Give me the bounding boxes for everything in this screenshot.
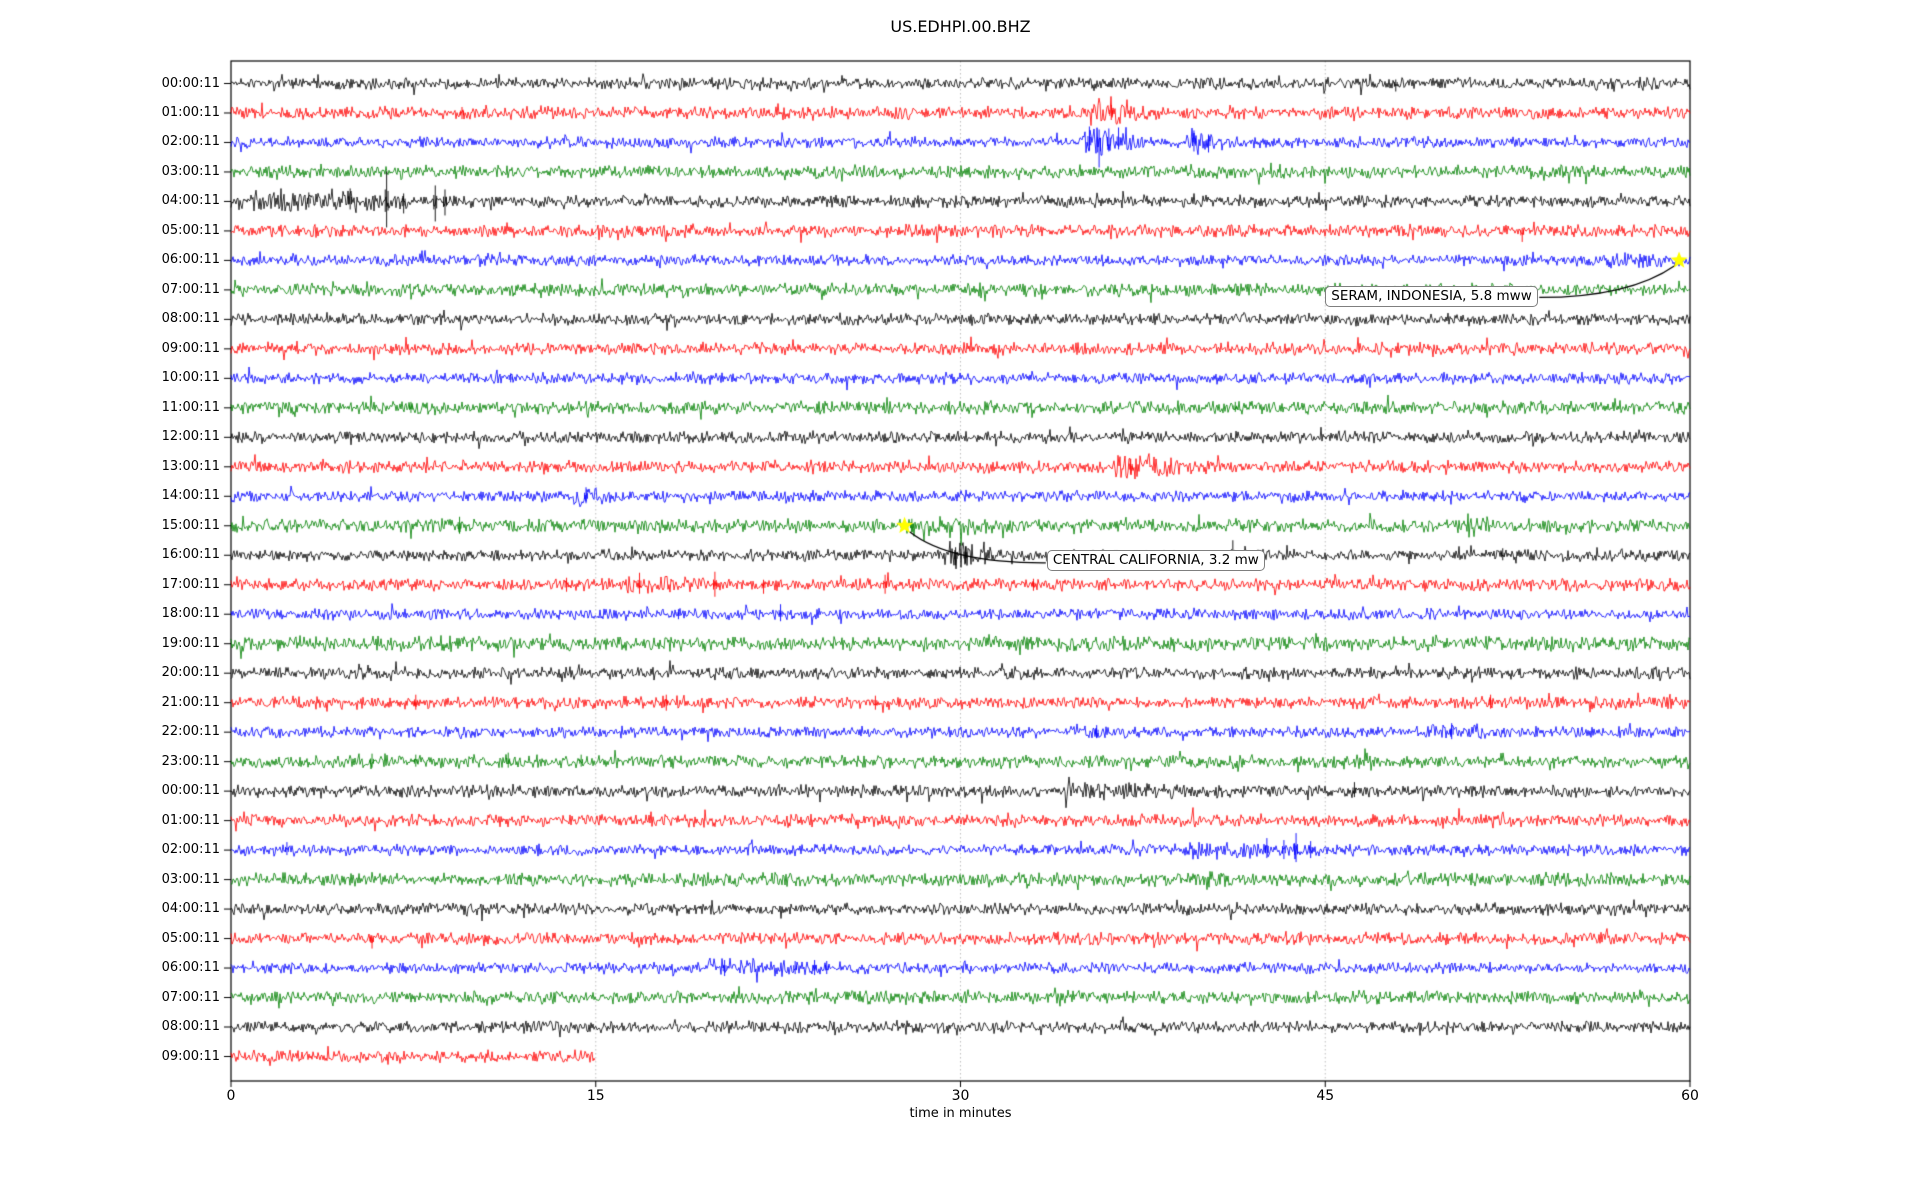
trace-row-label: 20:00:11 — [161, 665, 220, 681]
x-tick-label: 0 — [226, 1088, 236, 1104]
event-annotation: SERAM, INDONESIA, 5.8 mww — [1325, 285, 1538, 307]
trace-row-label: 08:00:11 — [161, 311, 220, 327]
trace-row-label: 08:00:11 — [161, 1019, 220, 1034]
trace-row-label: 19:00:11 — [161, 635, 220, 651]
trace-row-label: 22:00:11 — [161, 724, 220, 740]
trace-row-label: 14:00:11 — [161, 488, 220, 504]
trace-row-label: 15:00:11 — [161, 517, 220, 533]
trace-row-label: 00:00:11 — [161, 75, 220, 91]
trace-row-label: 07:00:11 — [161, 989, 220, 1005]
trace-row-label: 04:00:11 — [161, 193, 220, 209]
trace-row-label: 02:00:11 — [161, 842, 220, 858]
trace-row-label: 16:00:11 — [161, 547, 220, 563]
trace-row-label: 09:00:11 — [161, 340, 220, 356]
trace-row-label: 21:00:11 — [161, 694, 220, 710]
x-tick-label: 15 — [586, 1088, 605, 1104]
x-axis-label: time in minutes — [909, 1106, 1012, 1121]
trace-row-label: 10:00:11 — [161, 370, 220, 386]
x-tick-label: 30 — [951, 1088, 970, 1104]
trace-row-label: 04:00:11 — [161, 901, 220, 917]
event-annotation: CENTRAL CALIFORNIA, 3.2 mw — [1046, 550, 1265, 572]
trace-row-label: 00:00:11 — [161, 783, 220, 799]
page-title: US.EDHPI.00.BHZ — [890, 17, 1031, 36]
trace-row-label: 17:00:11 — [161, 576, 220, 592]
trace-row-label: 01:00:11 — [161, 812, 220, 828]
trace-row-label: 13:00:11 — [161, 458, 220, 474]
trace-row-label: 09:00:11 — [161, 1048, 220, 1064]
trace-row-label: 02:00:11 — [161, 134, 220, 150]
trace-row-label: 07:00:11 — [161, 281, 220, 297]
trace-row-label: 06:00:11 — [161, 960, 220, 976]
x-tick-label: 45 — [1316, 1088, 1335, 1104]
x-tick-label: 60 — [1681, 1088, 1699, 1104]
trace-row-label: 03:00:11 — [161, 871, 220, 887]
trace-row-label: 01:00:11 — [161, 104, 220, 120]
trace-row-label: 06:00:11 — [161, 252, 220, 268]
trace-row-label: 05:00:11 — [161, 222, 220, 238]
trace-row-label: 03:00:11 — [161, 163, 220, 179]
trace-row-label: 18:00:11 — [161, 606, 220, 622]
trace-row-label: 23:00:11 — [161, 753, 220, 769]
trace-row-label: 05:00:11 — [161, 930, 220, 946]
trace-row-label: 12:00:11 — [161, 429, 220, 445]
trace-row-label: 11:00:11 — [161, 399, 220, 415]
